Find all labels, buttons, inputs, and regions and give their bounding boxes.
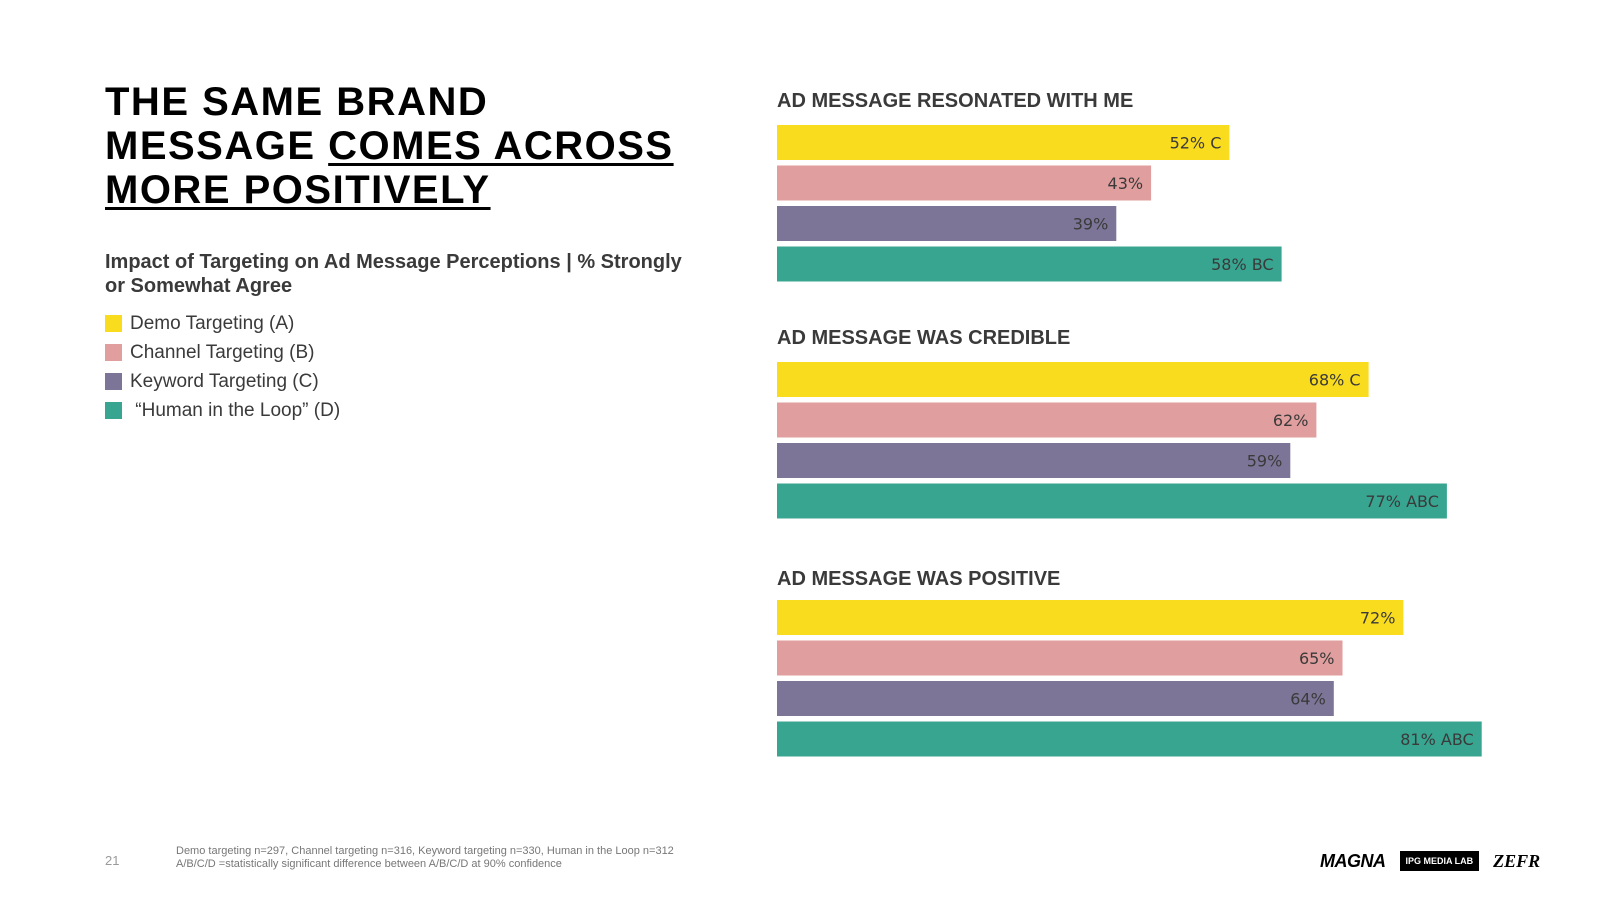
chart-subtitle: Impact of Targeting on Ad Message Percep… [105,251,682,297]
legend-swatch-channel [105,344,122,361]
chart-ad-message-was-credible: AD MESSAGE WAS CREDIBLE 68% C 62% 59% 77% AB… [777,327,1447,519]
legend-swatch-human [105,402,122,419]
bar-demo [777,362,1369,397]
logo-bar: MAGNA IPG MEDIA LAB ZEFR [1320,848,1540,874]
title-line-3-underlined: MORE POSITIVELY [105,168,491,212]
title-line-1: THE SAME BRAND [105,80,489,124]
bar-human [777,246,1282,282]
chart-title: AD MESSAGE WAS POSITIVE [777,568,1060,590]
bar-label-channel: 62% [1273,411,1309,430]
chart-title: AD MESSAGE RESONATED WITH ME [777,90,1133,112]
bar-label-human: 77% ABC [1365,492,1438,511]
bar-label-human: 58% BC [1211,255,1274,274]
bar-label-keyword: 64% [1290,690,1326,709]
bar-label-demo: 72% [1360,609,1396,628]
legend-label-channel: Channel Targeting (B) [130,341,315,363]
zefr-logo: ZEFR [1493,850,1541,871]
chart-ad-message-resonated-with-me: AD MESSAGE RESONATED WITH ME 52% C 43% 39% 5… [777,90,1282,282]
bar-label-keyword: 59% [1247,452,1283,471]
legend-item-demo: Demo Targeting (A) [105,309,340,338]
bar-label-channel: 43% [1108,174,1144,193]
bar-label-demo: 68% C [1309,371,1361,390]
legend-item-channel: Channel Targeting (B) [105,338,340,367]
legend: Demo Targeting (A) Channel Targeting (B)… [105,309,340,425]
bar-label-channel: 65% [1299,649,1335,668]
bar-channel [777,402,1317,438]
bar-label-keyword: 39% [1073,215,1109,234]
footnote-significance: A/B/C/D =statistically significant diffe… [176,858,562,870]
magna-logo: MAGNA [1320,850,1386,871]
bar-channel [777,640,1343,676]
bar-channel [777,165,1152,201]
bar-keyword [777,443,1291,478]
legend-swatch-keyword [105,373,122,390]
bar-human [777,483,1447,519]
legend-label-human: “Human in the Loop” (D) [130,399,341,421]
bar-keyword [777,681,1334,716]
ipg-media-lab-logo: IPG MEDIA LAB [1399,851,1480,871]
bar-human [777,721,1482,757]
bar-label-human: 81% ABC [1400,730,1473,749]
legend-label-keyword: Keyword Targeting (C) [130,370,319,392]
bar-demo [777,600,1404,635]
bar-keyword [777,206,1117,241]
page-number: 21 [105,853,120,868]
legend-swatch-demo [105,315,122,332]
bar-demo [777,125,1230,160]
legend-item-keyword: Keyword Targeting (C) [105,367,340,396]
legend-item-human: “Human in the Loop” (D) [105,396,340,425]
footnote-sample-sizes: Demo targeting n=297, Channel targeting … [176,845,674,857]
chart-ad-message-was-positive: AD MESSAGE WAS POSITIVE 72% 65% 64% 81% ABC [777,568,1482,757]
title-line-2-plain: MESSAGE [105,124,329,168]
bar-label-demo: 52% C [1170,134,1222,153]
legend-label-demo: Demo Targeting (A) [130,312,295,334]
title-line-2-underlined: COMES ACROSS [328,124,674,168]
page-title: THE SAME BRAND MESSAGE COMES ACROSS MORE… [105,80,725,212]
chart-title: AD MESSAGE WAS CREDIBLE [777,327,1070,349]
footnote: Demo targeting n=297, Channel targeting … [176,845,674,871]
